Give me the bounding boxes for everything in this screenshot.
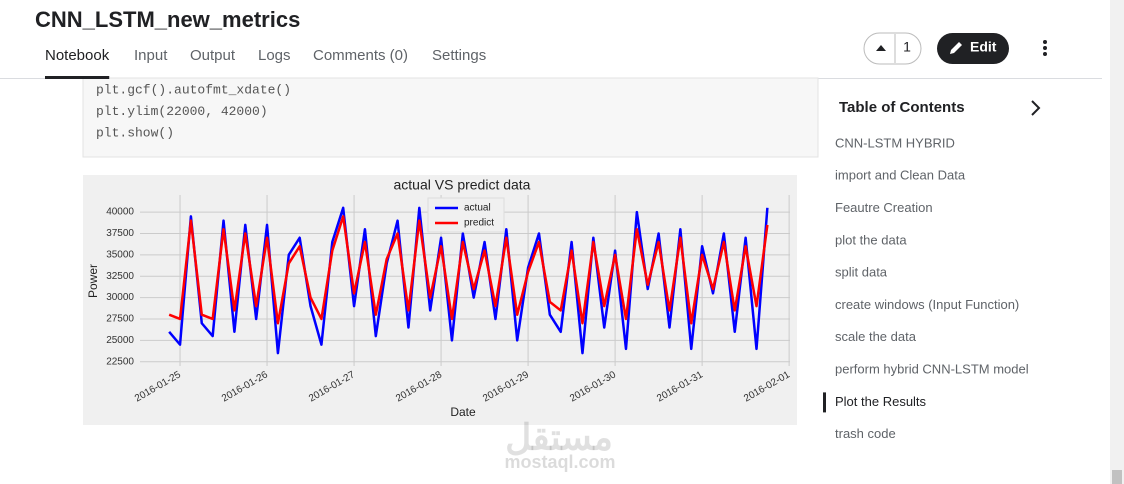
toc-item[interactable]: perform hybrid CNN-LSTM model xyxy=(835,362,1029,377)
tab[interactable]: Input xyxy=(134,47,168,64)
edit-button[interactable] xyxy=(937,33,1009,64)
y-tick-label: 40000 xyxy=(106,207,134,218)
legend-label: predict xyxy=(464,218,494,229)
tab[interactable]: Notebook xyxy=(45,47,110,64)
legend-box xyxy=(427,197,505,233)
code-cell xyxy=(82,77,819,158)
tab[interactable]: Output xyxy=(190,47,236,64)
tab[interactable]: Settings xyxy=(432,47,486,64)
y-tick-label: 27500 xyxy=(106,314,134,325)
toc-item[interactable]: create windows (Input Function) xyxy=(835,297,1019,312)
code-line: plt.show() xyxy=(96,125,174,140)
menu-dot xyxy=(1043,52,1047,56)
edit-icon xyxy=(950,42,962,54)
legend-label: actual xyxy=(464,203,491,214)
tab-underline xyxy=(45,76,110,79)
y-tick-label: 37500 xyxy=(106,228,134,239)
y-tick-label: 32500 xyxy=(106,271,134,282)
tab[interactable]: Logs xyxy=(258,47,291,64)
y-tick-label: 25000 xyxy=(106,335,134,346)
toc-active-bar xyxy=(823,392,826,413)
toc-item[interactable]: plot the data xyxy=(835,232,907,247)
series-line xyxy=(168,215,769,325)
x-axis-label: Date xyxy=(450,405,476,419)
y-tick-label: 22500 xyxy=(106,356,134,367)
tab[interactable]: Comments (0) xyxy=(313,47,408,64)
toc-item[interactable]: trash code xyxy=(835,426,896,441)
toc-item[interactable]: Plot the Results xyxy=(835,394,927,409)
scrollbar-thumb[interactable] xyxy=(1112,470,1122,484)
edit-label[interactable]: Edit xyxy=(970,39,997,55)
toc-item[interactable]: CNN-LSTM HYBRID xyxy=(835,135,955,150)
menu-dot[interactable] xyxy=(1043,40,1047,44)
code-line: plt.ylim(22000, 42000) xyxy=(96,104,268,119)
y-axis-label: Power xyxy=(86,264,100,298)
toc-title: Table of Contents xyxy=(839,99,965,116)
scrollbar xyxy=(1110,0,1124,484)
toc-item[interactable]: Feautre Creation xyxy=(835,200,933,215)
code-line: plt.gcf().autofmt_xdate() xyxy=(96,82,291,97)
upvote-icon xyxy=(876,45,886,51)
vote-button[interactable] xyxy=(863,32,922,65)
y-tick-label: 30000 xyxy=(106,292,134,303)
y-tick-label: 35000 xyxy=(106,249,134,260)
toc-chevron[interactable] xyxy=(1031,100,1041,116)
chart-title: actual VS predict data xyxy=(394,177,531,193)
watermark-arabic: مستقل xyxy=(505,417,613,458)
toc-item[interactable]: scale the data xyxy=(835,329,917,344)
watermark-latin: mostaql.com xyxy=(504,452,615,472)
toc-item[interactable]: import and Clean Data xyxy=(835,168,966,183)
vote-count: 1 xyxy=(903,39,911,55)
notebook-title: CNN_LSTM_new_metrics xyxy=(35,7,300,32)
menu-dot xyxy=(1043,46,1047,50)
toc-item[interactable]: split data xyxy=(835,265,888,280)
